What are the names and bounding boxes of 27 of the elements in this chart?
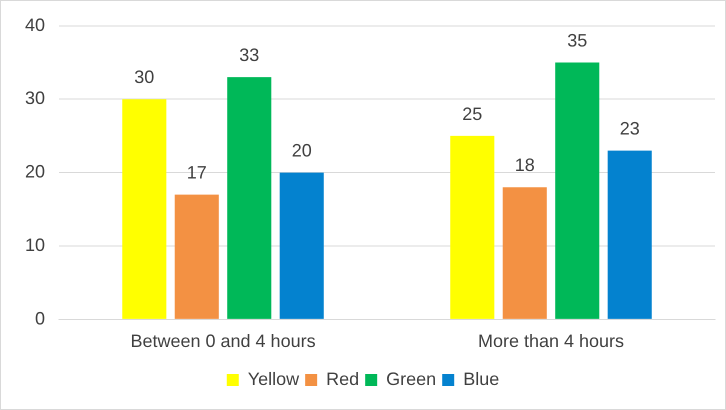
y-tick-label: 0 (35, 308, 46, 328)
bar (227, 77, 272, 319)
x-tick-label: More than 4 hours (478, 331, 624, 352)
legend-label: Yellow (248, 368, 300, 389)
data-label: 23 (620, 118, 640, 139)
data-label: 20 (292, 140, 312, 161)
bar (174, 194, 219, 319)
x-tick-label: Between 0 and 4 hours (130, 331, 316, 352)
legend-label: Green (386, 368, 436, 389)
y-tick-label: 40 (24, 14, 46, 35)
bar (280, 172, 324, 319)
data-label: 35 (567, 30, 588, 50)
legend-label: Blue (463, 368, 500, 389)
bar (122, 99, 166, 319)
bar (450, 136, 494, 319)
y-tick-label: 20 (24, 162, 46, 182)
bar (608, 150, 652, 319)
bar (555, 62, 600, 319)
y-tick-label: 10 (24, 234, 46, 255)
y-tick-label: 30 (24, 88, 46, 108)
legend-label: Red (326, 368, 360, 389)
bar (502, 187, 547, 319)
data-label: 17 (186, 162, 207, 183)
data-label: 25 (462, 104, 482, 124)
data-label: 18 (514, 155, 535, 176)
data-label: 33 (239, 45, 260, 66)
data-label: 30 (134, 67, 154, 88)
